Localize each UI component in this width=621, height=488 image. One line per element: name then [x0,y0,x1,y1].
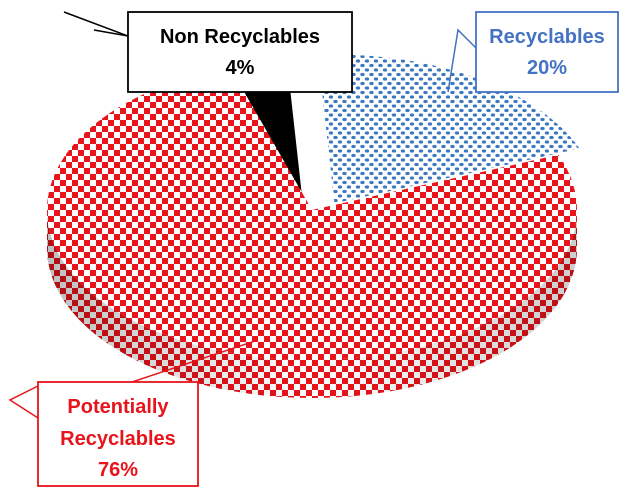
callout-recyclables: Recyclables 20% [447,11,619,93]
leader-line [8,385,39,419]
recyclables-value: 20% [527,57,567,79]
callout-non-recyclables: Non Recyclables 4% [63,11,353,93]
recyclables-label: Recyclables [489,26,605,48]
potentially-recyclables-value: 76% [98,459,138,481]
callout-box [127,11,353,93]
leader-line [447,28,477,93]
potentially-recyclables-label-line1: Potentially [67,396,169,418]
leader-line [63,11,129,37]
slice-top-potentially-recyclables [46,67,577,360]
slice-side-shade [47,210,577,398]
callout-box [37,381,199,487]
non-recyclables-value: 4% [226,57,255,79]
slice-potentially-recyclables [46,67,577,398]
non-recyclables-label: Non Recyclables [160,26,320,48]
pie-slices [46,46,582,398]
callout-potentially-recyclables: Potentially Recyclables 76% [8,339,259,487]
callout-box [475,11,619,93]
leader-line [93,29,129,37]
leader-line [119,339,259,387]
potentially-recyclables-label-line2: Recyclables [60,428,176,450]
